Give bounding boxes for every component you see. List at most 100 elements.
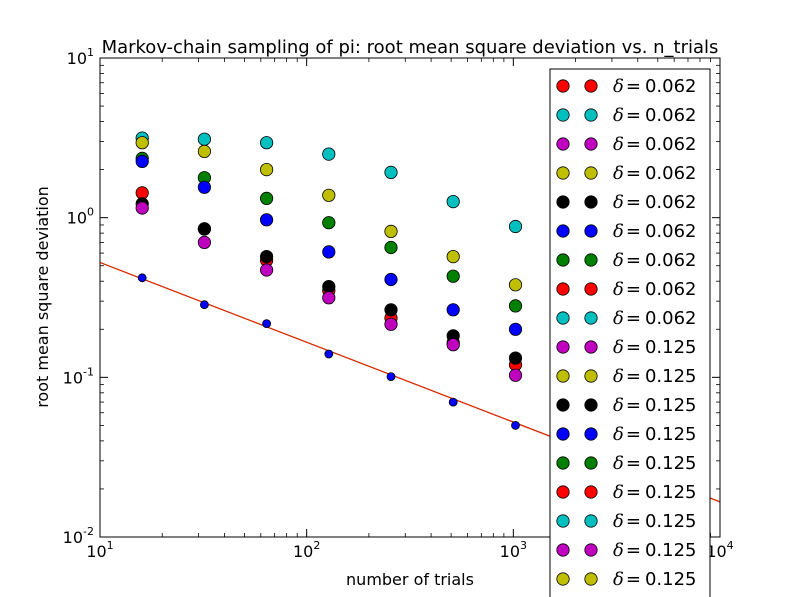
data-point: [446, 250, 460, 264]
legend-label: δ = 0.062: [613, 250, 696, 271]
legend-marker: [584, 572, 598, 586]
legend-marker: [584, 398, 598, 412]
data-point: [259, 163, 274, 177]
legend-marker: [556, 137, 570, 151]
data-point: [446, 195, 460, 209]
legend-marker: [556, 427, 570, 441]
data-point: [322, 188, 336, 202]
legend-label: δ = 0.125: [613, 395, 696, 416]
data-point: [322, 279, 336, 294]
data-point: [197, 222, 211, 236]
data-point: [322, 147, 336, 161]
data-point: [448, 397, 458, 407]
data-point: [508, 322, 523, 336]
legend-marker: [584, 282, 598, 296]
legend-entry: δ = 0.125: [556, 424, 696, 445]
data-point: [508, 368, 523, 382]
data-point: [197, 235, 211, 249]
data-point: [259, 263, 274, 277]
x-tick-label: 103: [500, 539, 527, 561]
data-point: [322, 216, 336, 230]
legend-entry: δ = 0.125: [556, 366, 696, 387]
legend-entry: δ = 0.062: [556, 279, 696, 300]
data-point: [384, 317, 398, 331]
legend-label: δ = 0.125: [613, 482, 696, 503]
data-point: [384, 272, 398, 287]
legend-label: δ = 0.062: [613, 105, 696, 126]
legend-box: [549, 68, 711, 597]
legend-marker: [556, 108, 570, 122]
legend: δ = 0.062 δ = 0.062 δ = 0.062 δ = 0.062 δ = 0.062 δ = 0.0…: [549, 68, 711, 597]
legend-marker: [556, 79, 570, 93]
data-point: [259, 191, 274, 205]
legend-label: δ = 0.062: [613, 163, 696, 184]
data-point: [446, 269, 460, 283]
data-point: [199, 300, 209, 310]
chart-title: Markov-chain sampling of pi: root mean s…: [102, 37, 719, 58]
legend-marker: [584, 79, 598, 93]
y-tick-label: 10-1: [63, 365, 94, 387]
data-point: [508, 351, 523, 365]
data-point: [322, 245, 336, 259]
legend-label: δ = 0.125: [613, 424, 696, 445]
data-point: [511, 420, 520, 430]
legend-label: δ = 0.125: [613, 337, 696, 358]
legend-marker: [584, 195, 598, 209]
data-point: [137, 273, 147, 283]
legend-marker: [556, 311, 570, 325]
legend-label: δ = 0.062: [613, 192, 696, 213]
data-point: [135, 186, 149, 200]
legend-label: δ = 0.125: [613, 453, 696, 474]
legend-marker: [584, 108, 598, 122]
legend-marker: [584, 456, 598, 470]
legend-marker: [584, 166, 598, 180]
legend-entry: δ = 0.125: [556, 482, 696, 503]
x-tick-label: 102: [293, 539, 320, 561]
y-tick-label: 101: [67, 46, 94, 68]
y-tick-label: 100: [67, 206, 94, 228]
legend-label: δ = 0.125: [613, 366, 696, 387]
plot-area: [100, 131, 720, 503]
legend-entry: δ = 0.062: [556, 163, 696, 184]
data-point: [508, 278, 523, 292]
legend-label: δ = 0.062: [613, 308, 696, 329]
legend-marker: [584, 514, 598, 528]
data-point: [386, 372, 396, 382]
legend-marker: [556, 340, 570, 354]
legend-marker: [556, 514, 570, 528]
data-point: [135, 136, 149, 150]
legend-marker: [556, 572, 570, 586]
legend-marker: [556, 456, 570, 470]
legend-label: δ = 0.062: [613, 221, 696, 242]
data-point: [135, 154, 149, 168]
legend-marker: [584, 543, 598, 557]
x-tick-label: 101: [86, 539, 113, 561]
legend-entry: δ = 0.125: [556, 511, 696, 532]
data-point: [259, 250, 274, 264]
data-point: [446, 338, 460, 352]
legend-entry: δ = 0.062: [556, 105, 696, 126]
axes-frame: [99, 57, 721, 538]
data-point: [384, 303, 398, 317]
legend-entry: δ = 0.062: [556, 308, 696, 329]
y-tick-label: 10-2: [63, 525, 94, 547]
axis-ticks: 101 102 103 104 10-2 10-1 100 101: [63, 46, 734, 561]
legend-marker: [584, 369, 598, 383]
data-point: [508, 299, 523, 313]
data-point: [446, 303, 460, 317]
data-point: [322, 291, 336, 305]
data-point: [508, 219, 523, 234]
data-point: [197, 144, 211, 158]
legend-entry: δ = 0.062: [556, 192, 696, 213]
legend-marker: [584, 311, 598, 325]
y-axis-label: root mean square deviation: [33, 186, 52, 408]
legend-entry: δ = 0.125: [556, 540, 696, 561]
data-point: [262, 319, 272, 329]
data-point: [384, 224, 398, 238]
data-point: [135, 201, 149, 215]
data-point: [324, 349, 334, 359]
legend-marker: [584, 427, 598, 441]
data-point: [197, 180, 211, 194]
legend-marker: [584, 485, 598, 499]
